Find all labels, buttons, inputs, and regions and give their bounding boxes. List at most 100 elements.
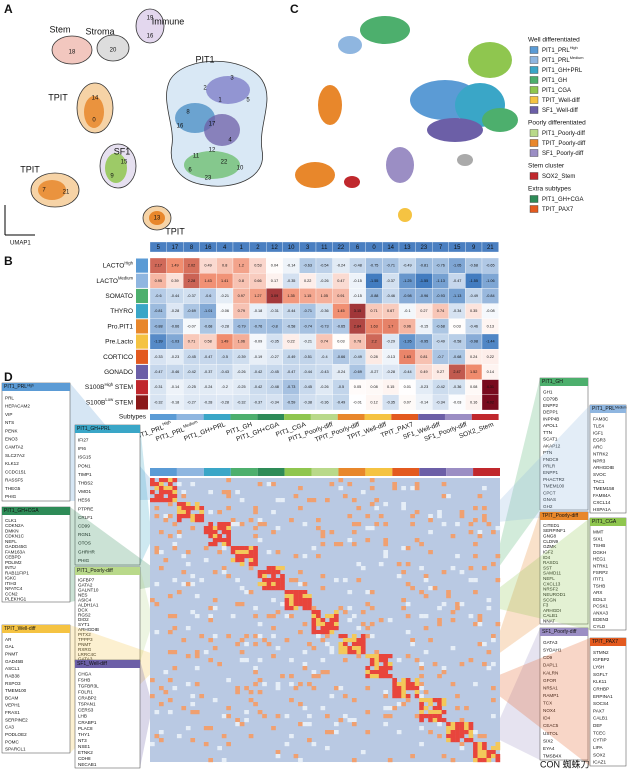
heatmap-texture: [167, 650, 173, 655]
cluster-label: 2: [203, 86, 207, 92]
heatmap-texture: [450, 646, 456, 651]
heatmap-texture: [217, 522, 222, 527]
cell-value: 0.66: [254, 279, 261, 283]
heatmap-texture: [369, 674, 375, 679]
heatmap-texture: [396, 686, 402, 691]
heatmap-texture: [369, 478, 375, 483]
heatmap-texture: [365, 590, 371, 595]
axis-label: UMAP1: [10, 241, 31, 247]
heatmap-texture: [477, 642, 483, 647]
heatmap-texture: [477, 734, 483, 739]
gene: INPP4B: [543, 416, 559, 421]
heatmap-texture: [383, 694, 389, 699]
cell-value: -0.5: [221, 355, 228, 359]
gene-box: [74, 424, 141, 566]
gene-box-title: PIT1_GH+PRL: [77, 426, 111, 432]
heatmap-texture: [203, 726, 209, 731]
gene-box-title-base: PIT1_GH: [542, 379, 563, 385]
heatmap-texture: [150, 678, 155, 683]
heatmap-texture: [347, 646, 353, 651]
umap-cluster: [427, 118, 483, 142]
heatmap-texture: [441, 702, 447, 707]
column-header: 6: [356, 245, 360, 251]
gene: CA3: [5, 725, 14, 730]
umap-cluster: [482, 108, 518, 132]
cell-value: -1.55: [469, 279, 478, 283]
heatmap-texture: [325, 634, 330, 639]
cell-value: -0.81: [154, 309, 163, 313]
heatmap-texture: [464, 722, 469, 727]
heatmap-texture: [414, 714, 420, 719]
cell-value: -0.73: [287, 385, 296, 389]
cell-value: -0.65: [337, 324, 346, 328]
cell-value: -0.68: [453, 355, 462, 359]
heatmap-texture: [158, 738, 164, 743]
column-header: 7: [439, 245, 443, 251]
cell-value: -0.44: [403, 370, 412, 374]
heatmap-texture: [329, 694, 335, 699]
heatmap-texture: [226, 742, 231, 747]
column-header: 2: [256, 245, 260, 251]
heatmap-texture: [280, 674, 285, 679]
cell-value: -0.24: [204, 385, 213, 389]
heatmap-texture: [248, 558, 254, 563]
gene: ALDH1A1: [78, 602, 99, 607]
heatmap-texture: [163, 498, 169, 503]
cell-value: 1.06: [238, 340, 245, 344]
heatmap-texture: [284, 742, 290, 747]
cell-value: -0.28: [171, 309, 180, 313]
cell-value: -0.58: [453, 340, 462, 344]
cell-value: 0.47: [337, 279, 344, 283]
cell-value: 0.79: [238, 309, 245, 313]
gene: USTOL: [543, 731, 559, 736]
gene-box: [74, 659, 141, 769]
heatmap-texture: [253, 506, 258, 511]
heatmap-texture: [437, 734, 442, 739]
cell-value: -0.35: [386, 400, 395, 404]
heatmap-texture: [266, 570, 272, 575]
gene: GATA2: [78, 583, 93, 588]
cell-value: -1.13: [436, 279, 445, 283]
heatmap-texture: [289, 658, 294, 663]
cell-value: -0.47: [287, 370, 296, 374]
legend-label: PIT1_PRLMedium: [542, 55, 584, 64]
gene-box-title: SF1_Well-diff: [77, 661, 107, 667]
heatmap-texture: [320, 626, 326, 631]
heatmap-texture: [374, 658, 380, 663]
heatmap-texture: [320, 586, 326, 591]
gene: ASCL1: [5, 666, 20, 671]
heatmap-texture: [262, 522, 267, 527]
gene: TAC1: [593, 479, 605, 484]
heatmap-texture: [302, 554, 308, 559]
gene: SCAT1: [543, 437, 558, 442]
heatmap-texture: [172, 546, 178, 551]
heatmap-texture: [419, 710, 424, 715]
column-header: 11: [321, 245, 328, 251]
heatmap-texture: [235, 550, 240, 555]
heatmap-texture: [226, 542, 231, 547]
heatmap-texture: [208, 542, 214, 547]
cell-value: -0.26: [320, 279, 329, 283]
heatmap-texture: [311, 610, 317, 615]
gene: NECAB1: [78, 762, 97, 767]
heatmap-texture: [190, 518, 196, 523]
heatmap-texture: [450, 682, 456, 687]
heatmap-texture: [410, 522, 415, 527]
gene: SOX2: [593, 752, 606, 757]
heatmap-texture: [432, 706, 438, 711]
heatmap-texture: [369, 486, 375, 491]
heatmap-texture: [392, 678, 397, 683]
heatmap-texture: [374, 670, 380, 675]
heatmap-texture: [167, 630, 173, 635]
heatmap-texture: [244, 554, 249, 559]
gene: GHRHR: [78, 549, 96, 554]
heatmap-texture: [486, 606, 492, 611]
heatmap-texture: [172, 490, 178, 495]
legend-label: PIT1_CGA: [542, 88, 571, 94]
heatmap-texture: [298, 722, 303, 727]
subtypes-label: Subtypes: [119, 414, 147, 421]
heatmap-texture: [383, 542, 389, 547]
heatmap-texture: [257, 574, 263, 579]
heatmap-texture: [172, 494, 178, 499]
heatmap-texture: [167, 534, 173, 539]
